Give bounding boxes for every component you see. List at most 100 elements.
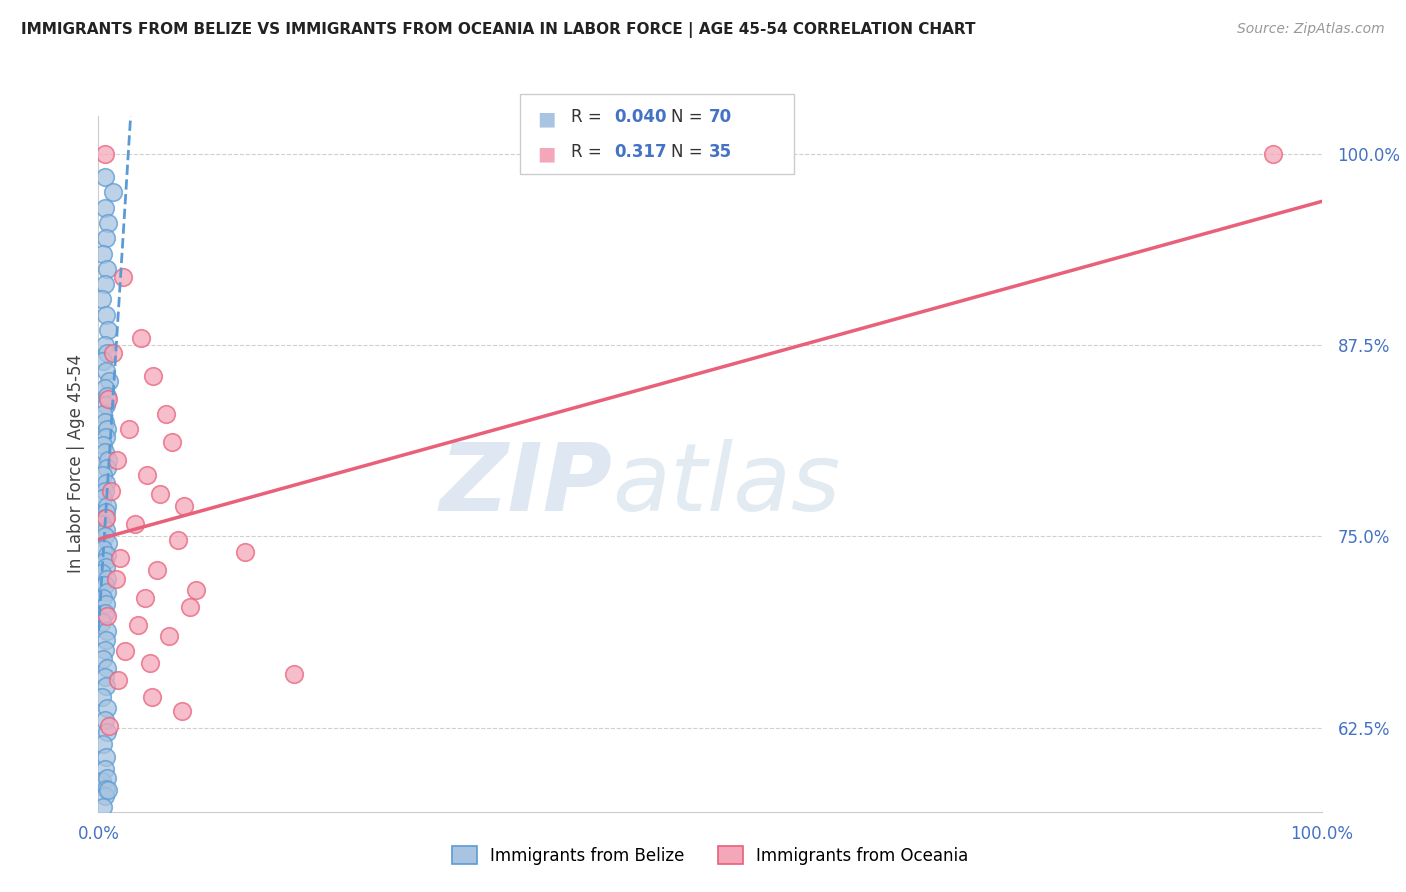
Y-axis label: In Labor Force | Age 45-54: In Labor Force | Age 45-54: [66, 354, 84, 574]
Point: [94, 430, 117, 444]
Point: [91, 491, 114, 506]
Point: [91, 468, 114, 483]
Point: [146, 563, 169, 577]
Point: [170, 704, 193, 718]
Text: ■: ■: [537, 145, 555, 163]
Text: R =: R =: [571, 143, 607, 161]
Point: [283, 667, 305, 681]
Point: [101, 346, 124, 360]
Point: [97, 535, 120, 549]
Point: [91, 353, 114, 368]
Point: [93, 381, 115, 395]
Point: [98, 374, 121, 388]
Point: [96, 700, 118, 714]
Point: [97, 216, 120, 230]
Point: [96, 584, 118, 599]
Point: [136, 468, 159, 483]
Point: [139, 657, 162, 671]
Point: [96, 661, 118, 675]
Point: [97, 323, 120, 337]
Point: [94, 308, 117, 322]
Point: [96, 725, 118, 739]
Point: [91, 652, 114, 666]
Point: [91, 738, 114, 752]
Point: [91, 407, 114, 421]
Point: [100, 483, 122, 498]
Point: [91, 615, 114, 629]
Point: [94, 398, 117, 412]
Point: [91, 246, 114, 260]
Point: [155, 407, 177, 421]
Point: [93, 789, 115, 804]
Text: N =: N =: [671, 108, 707, 126]
Text: N =: N =: [671, 143, 707, 161]
Point: [93, 483, 115, 498]
Text: IMMIGRANTS FROM BELIZE VS IMMIGRANTS FROM OCEANIA IN LABOR FORCE | AGE 45-54 COR: IMMIGRANTS FROM BELIZE VS IMMIGRANTS FRO…: [21, 22, 976, 38]
Point: [93, 277, 115, 292]
Point: [179, 599, 201, 614]
Point: [160, 434, 183, 449]
Text: 0.317: 0.317: [614, 143, 666, 161]
Point: [118, 422, 141, 436]
Point: [94, 781, 117, 796]
Point: [233, 545, 256, 559]
Point: [96, 460, 118, 475]
Text: 0.040: 0.040: [614, 108, 666, 126]
Point: [114, 644, 136, 658]
Text: ■: ■: [537, 110, 555, 128]
Point: [94, 524, 117, 538]
Point: [91, 293, 114, 307]
Point: [124, 517, 146, 532]
Point: [93, 642, 115, 657]
Point: [101, 186, 124, 200]
Point: [91, 774, 114, 789]
Point: [96, 422, 118, 436]
Point: [94, 560, 117, 574]
Point: [93, 554, 115, 568]
Point: [96, 261, 118, 276]
Point: [173, 499, 195, 513]
Point: [111, 269, 134, 284]
Point: [93, 201, 115, 215]
Point: [91, 591, 114, 605]
Point: [94, 231, 117, 245]
Point: [186, 582, 208, 597]
Point: [105, 453, 128, 467]
Point: [93, 713, 115, 727]
Point: [93, 606, 115, 620]
Point: [1261, 147, 1284, 161]
Text: R =: R =: [571, 108, 607, 126]
Point: [94, 475, 117, 490]
Point: [93, 670, 115, 684]
Point: [167, 533, 190, 547]
Point: [91, 566, 114, 581]
Point: [96, 548, 118, 562]
Point: [96, 389, 118, 403]
Point: [91, 541, 114, 556]
Point: [94, 597, 117, 611]
Point: [94, 505, 117, 519]
Point: [142, 368, 165, 383]
Point: [93, 338, 115, 352]
Text: 70: 70: [709, 108, 731, 126]
Point: [93, 578, 115, 592]
Point: [93, 762, 115, 776]
Point: [93, 529, 115, 543]
Text: ZIP: ZIP: [439, 439, 612, 531]
Point: [110, 550, 132, 565]
Point: [104, 572, 127, 586]
Point: [91, 438, 114, 452]
Point: [94, 749, 117, 764]
Point: [93, 170, 115, 185]
Point: [91, 517, 114, 532]
Point: [93, 445, 115, 459]
Point: [94, 633, 117, 648]
Legend: Immigrants from Belize, Immigrants from Oceania: Immigrants from Belize, Immigrants from …: [443, 838, 977, 873]
Point: [96, 572, 118, 586]
Point: [97, 392, 120, 406]
Point: [96, 609, 118, 624]
Text: Source: ZipAtlas.com: Source: ZipAtlas.com: [1237, 22, 1385, 37]
Point: [96, 499, 118, 513]
Point: [94, 364, 117, 378]
Point: [94, 679, 117, 693]
